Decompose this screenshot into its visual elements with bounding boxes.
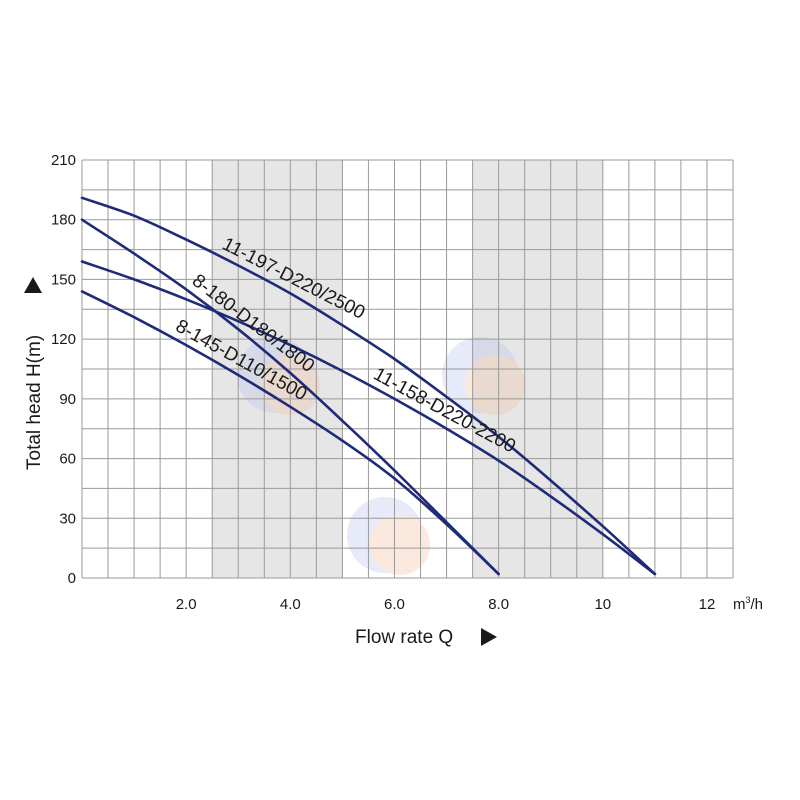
y-tick-label: 180 bbox=[51, 212, 76, 229]
y-tick-label: 210 bbox=[51, 152, 76, 169]
y-tick-label: 150 bbox=[51, 271, 76, 288]
y-axis-arrow-icon bbox=[24, 277, 42, 293]
x-axis-arrow-icon bbox=[481, 628, 497, 646]
series-line-1 bbox=[80, 196, 657, 576]
y-tick-label: 30 bbox=[59, 510, 76, 527]
y-tick-label: 90 bbox=[59, 391, 76, 408]
x-tick-label: 10 bbox=[594, 596, 611, 613]
x-tick-label: 8.0 bbox=[488, 596, 509, 613]
y-tick-label: 0 bbox=[68, 570, 76, 587]
series-curves bbox=[80, 196, 657, 576]
x-tick-label: 6.0 bbox=[384, 596, 405, 613]
series-line-2 bbox=[80, 218, 500, 576]
x-axis-unit: m3/h bbox=[733, 595, 763, 613]
x-axis-title: Flow rate Q bbox=[355, 627, 453, 648]
grid bbox=[81, 159, 734, 579]
y-tick-label: 120 bbox=[51, 331, 76, 348]
x-tick-label: 12 bbox=[699, 596, 716, 613]
series-line-3 bbox=[80, 260, 657, 576]
y-axis-title: Total head H(m) bbox=[24, 335, 45, 470]
series-line-4 bbox=[80, 290, 500, 576]
y-tick-label: 60 bbox=[59, 451, 76, 468]
x-tick-label: 4.0 bbox=[280, 596, 301, 613]
x-tick-label: 2.0 bbox=[176, 596, 197, 613]
